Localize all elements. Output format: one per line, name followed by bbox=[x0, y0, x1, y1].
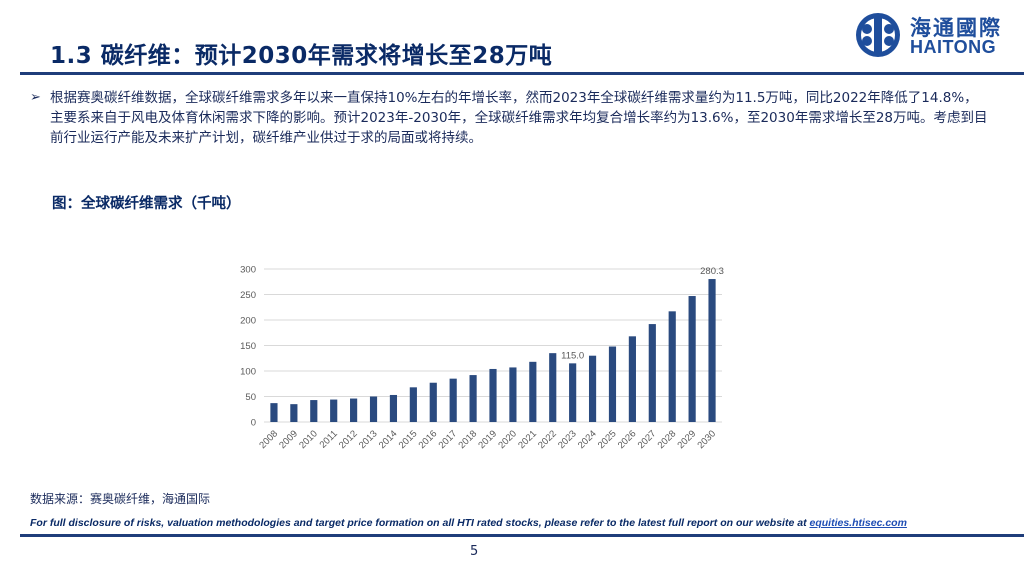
logo-chinese-text: 海通國際 bbox=[910, 16, 1002, 40]
x-tick-label: 2008 bbox=[257, 428, 280, 451]
bar bbox=[369, 396, 378, 422]
bullet-arrow-icon: ➢ bbox=[30, 90, 41, 105]
bar bbox=[708, 279, 716, 422]
x-tick-label: 2011 bbox=[318, 428, 340, 450]
bar bbox=[350, 398, 358, 422]
x-tick-label: 2014 bbox=[377, 428, 400, 451]
bar bbox=[290, 404, 298, 422]
x-tick-label: 2017 bbox=[437, 428, 460, 451]
bullet-paragraph: ➢ 根据赛奥碳纤维数据，全球碳纤维需求多年以来一直保持10%左右的年增长率，然而… bbox=[30, 88, 990, 148]
y-tick-label: 0 bbox=[251, 418, 256, 429]
bar bbox=[429, 382, 437, 422]
x-tick-label: 2015 bbox=[397, 428, 420, 451]
x-tick-label: 2022 bbox=[536, 428, 559, 451]
x-tick-label: 2023 bbox=[556, 428, 579, 451]
y-tick-label: 250 bbox=[240, 290, 256, 301]
figure-title: 图：全球碳纤维需求（千吨） bbox=[52, 196, 241, 212]
bar bbox=[569, 363, 577, 422]
x-tick-label: 2010 bbox=[297, 428, 320, 451]
bar bbox=[509, 367, 517, 422]
data-source: 数据来源：赛奥碳纤维，海通国际 bbox=[30, 492, 211, 506]
x-tick-label: 2019 bbox=[476, 428, 499, 451]
x-tick-label: 2027 bbox=[636, 428, 659, 451]
bar bbox=[310, 400, 318, 422]
bar bbox=[549, 353, 557, 422]
bar bbox=[668, 311, 676, 422]
slide-title: 1.3 碳纤维：预计2030年需求将增长至28万吨 bbox=[50, 43, 553, 69]
data-label: 280.3 bbox=[700, 266, 724, 277]
x-tick-label: 2021 bbox=[516, 428, 539, 451]
bar bbox=[469, 375, 477, 422]
x-tick-label: 2018 bbox=[456, 428, 479, 451]
haitong-logo: 海通國際 HAITONG bbox=[852, 10, 1012, 60]
y-tick-label: 50 bbox=[245, 392, 256, 403]
disclaimer-text: For full disclosure of risks, valuation … bbox=[30, 517, 810, 529]
bar bbox=[489, 368, 497, 422]
x-tick-label: 2024 bbox=[576, 428, 599, 451]
data-label: 115.0 bbox=[561, 350, 584, 361]
bar bbox=[688, 296, 696, 422]
bar bbox=[608, 346, 617, 422]
x-tick-label: 2009 bbox=[277, 428, 300, 451]
x-tick-label: 2026 bbox=[616, 428, 639, 451]
disclaimer: For full disclosure of risks, valuation … bbox=[30, 517, 907, 529]
bar bbox=[330, 399, 338, 422]
bar bbox=[648, 324, 656, 422]
x-tick-label: 2025 bbox=[596, 428, 619, 451]
x-tick-label: 2020 bbox=[496, 428, 519, 451]
y-tick-label: 150 bbox=[240, 341, 256, 352]
bar bbox=[389, 394, 398, 422]
bar bbox=[529, 361, 537, 422]
y-tick-label: 100 bbox=[240, 367, 256, 378]
bar bbox=[409, 387, 417, 422]
x-tick-label: 2016 bbox=[417, 428, 440, 451]
bullet-text: 根据赛奥碳纤维数据，全球碳纤维需求多年以来一直保持10%左右的年增长率，然而20… bbox=[50, 90, 988, 146]
y-tick-label: 300 bbox=[240, 265, 256, 276]
haitong-logo-icon bbox=[856, 13, 900, 57]
header-divider bbox=[20, 72, 1024, 75]
x-tick-label: 2028 bbox=[656, 428, 679, 451]
website-link[interactable]: equities.htisec.com bbox=[809, 517, 907, 529]
x-tick-label: 2012 bbox=[337, 428, 360, 451]
bar bbox=[449, 378, 457, 422]
page-number: 5 bbox=[470, 544, 479, 559]
footer-divider bbox=[20, 534, 1024, 537]
x-tick-label: 2029 bbox=[676, 428, 699, 451]
bar bbox=[628, 336, 636, 422]
y-tick-label: 200 bbox=[240, 316, 256, 327]
bar bbox=[588, 355, 597, 422]
logo-english-text: HAITONG bbox=[910, 37, 997, 57]
x-tick-label: 2013 bbox=[357, 428, 380, 451]
x-tick-label: 2030 bbox=[695, 428, 718, 451]
bar bbox=[270, 403, 278, 422]
